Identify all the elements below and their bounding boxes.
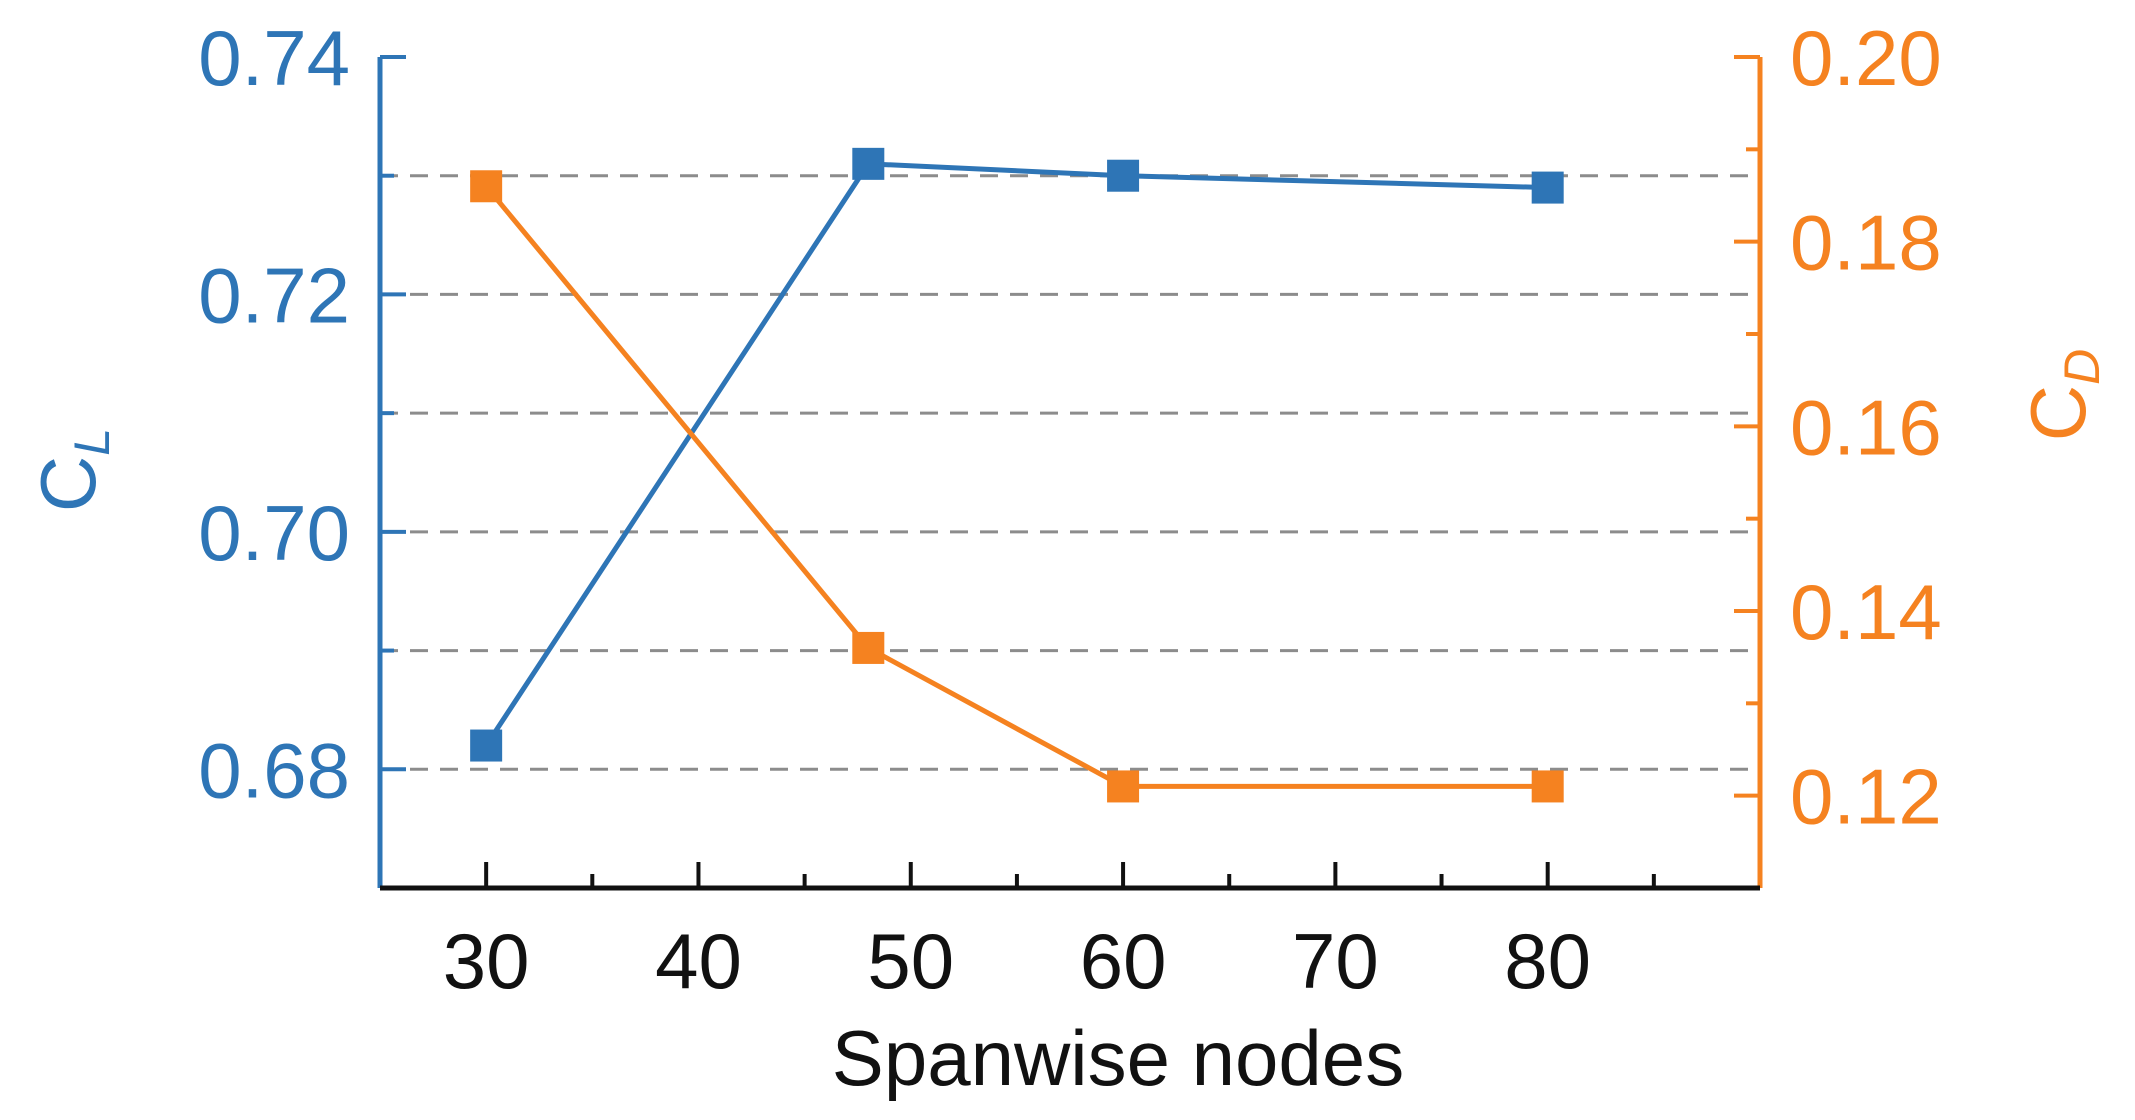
series [470, 147, 1564, 803]
data-point-cl [470, 729, 503, 762]
x-axis-title: Spanwise nodes [832, 1014, 1404, 1102]
data-point-cd [1107, 770, 1140, 803]
right-y-tick-label: 0.16 [1790, 383, 1942, 471]
left-y-tick-label: 0.70 [198, 489, 350, 577]
data-point-cl [852, 147, 885, 180]
gridlines [380, 174, 1760, 771]
series-line-cd [484, 184, 1548, 789]
x-tick-label: 30 [443, 917, 530, 1005]
data-point-cl [1107, 159, 1140, 192]
labels: Spanwise nodes CL CD 0.68 0.70 0.72 0.74 0.1… [24, 14, 2110, 1102]
right-y-tick-label: 0.18 [1790, 199, 1942, 287]
left-y-tick-label: 0.68 [198, 726, 350, 814]
left-y-tick-label: 0.72 [198, 251, 350, 339]
data-point-cl [1531, 171, 1564, 204]
series-line-cl [484, 161, 1548, 747]
right-y-axis-title: CD [2014, 349, 2110, 441]
data-point-cd [1531, 770, 1564, 803]
x-tick-label: 80 [1504, 917, 1591, 1005]
data-point-cd [852, 631, 885, 664]
data-point-cd [470, 170, 503, 203]
x-tick-label: 70 [1292, 917, 1379, 1005]
right-y-tick-label: 0.12 [1790, 753, 1942, 841]
right-y-tick-label: 0.20 [1790, 14, 1942, 102]
axes [377, 55, 1763, 891]
left-y-axis-title: CL [24, 428, 120, 512]
x-tick-label: 50 [867, 917, 954, 1005]
right-y-tick-label: 0.14 [1790, 568, 1942, 656]
x-tick-label: 40 [655, 917, 742, 1005]
left-y-tick-label: 0.74 [198, 14, 350, 102]
x-tick-label: 60 [1080, 917, 1167, 1005]
